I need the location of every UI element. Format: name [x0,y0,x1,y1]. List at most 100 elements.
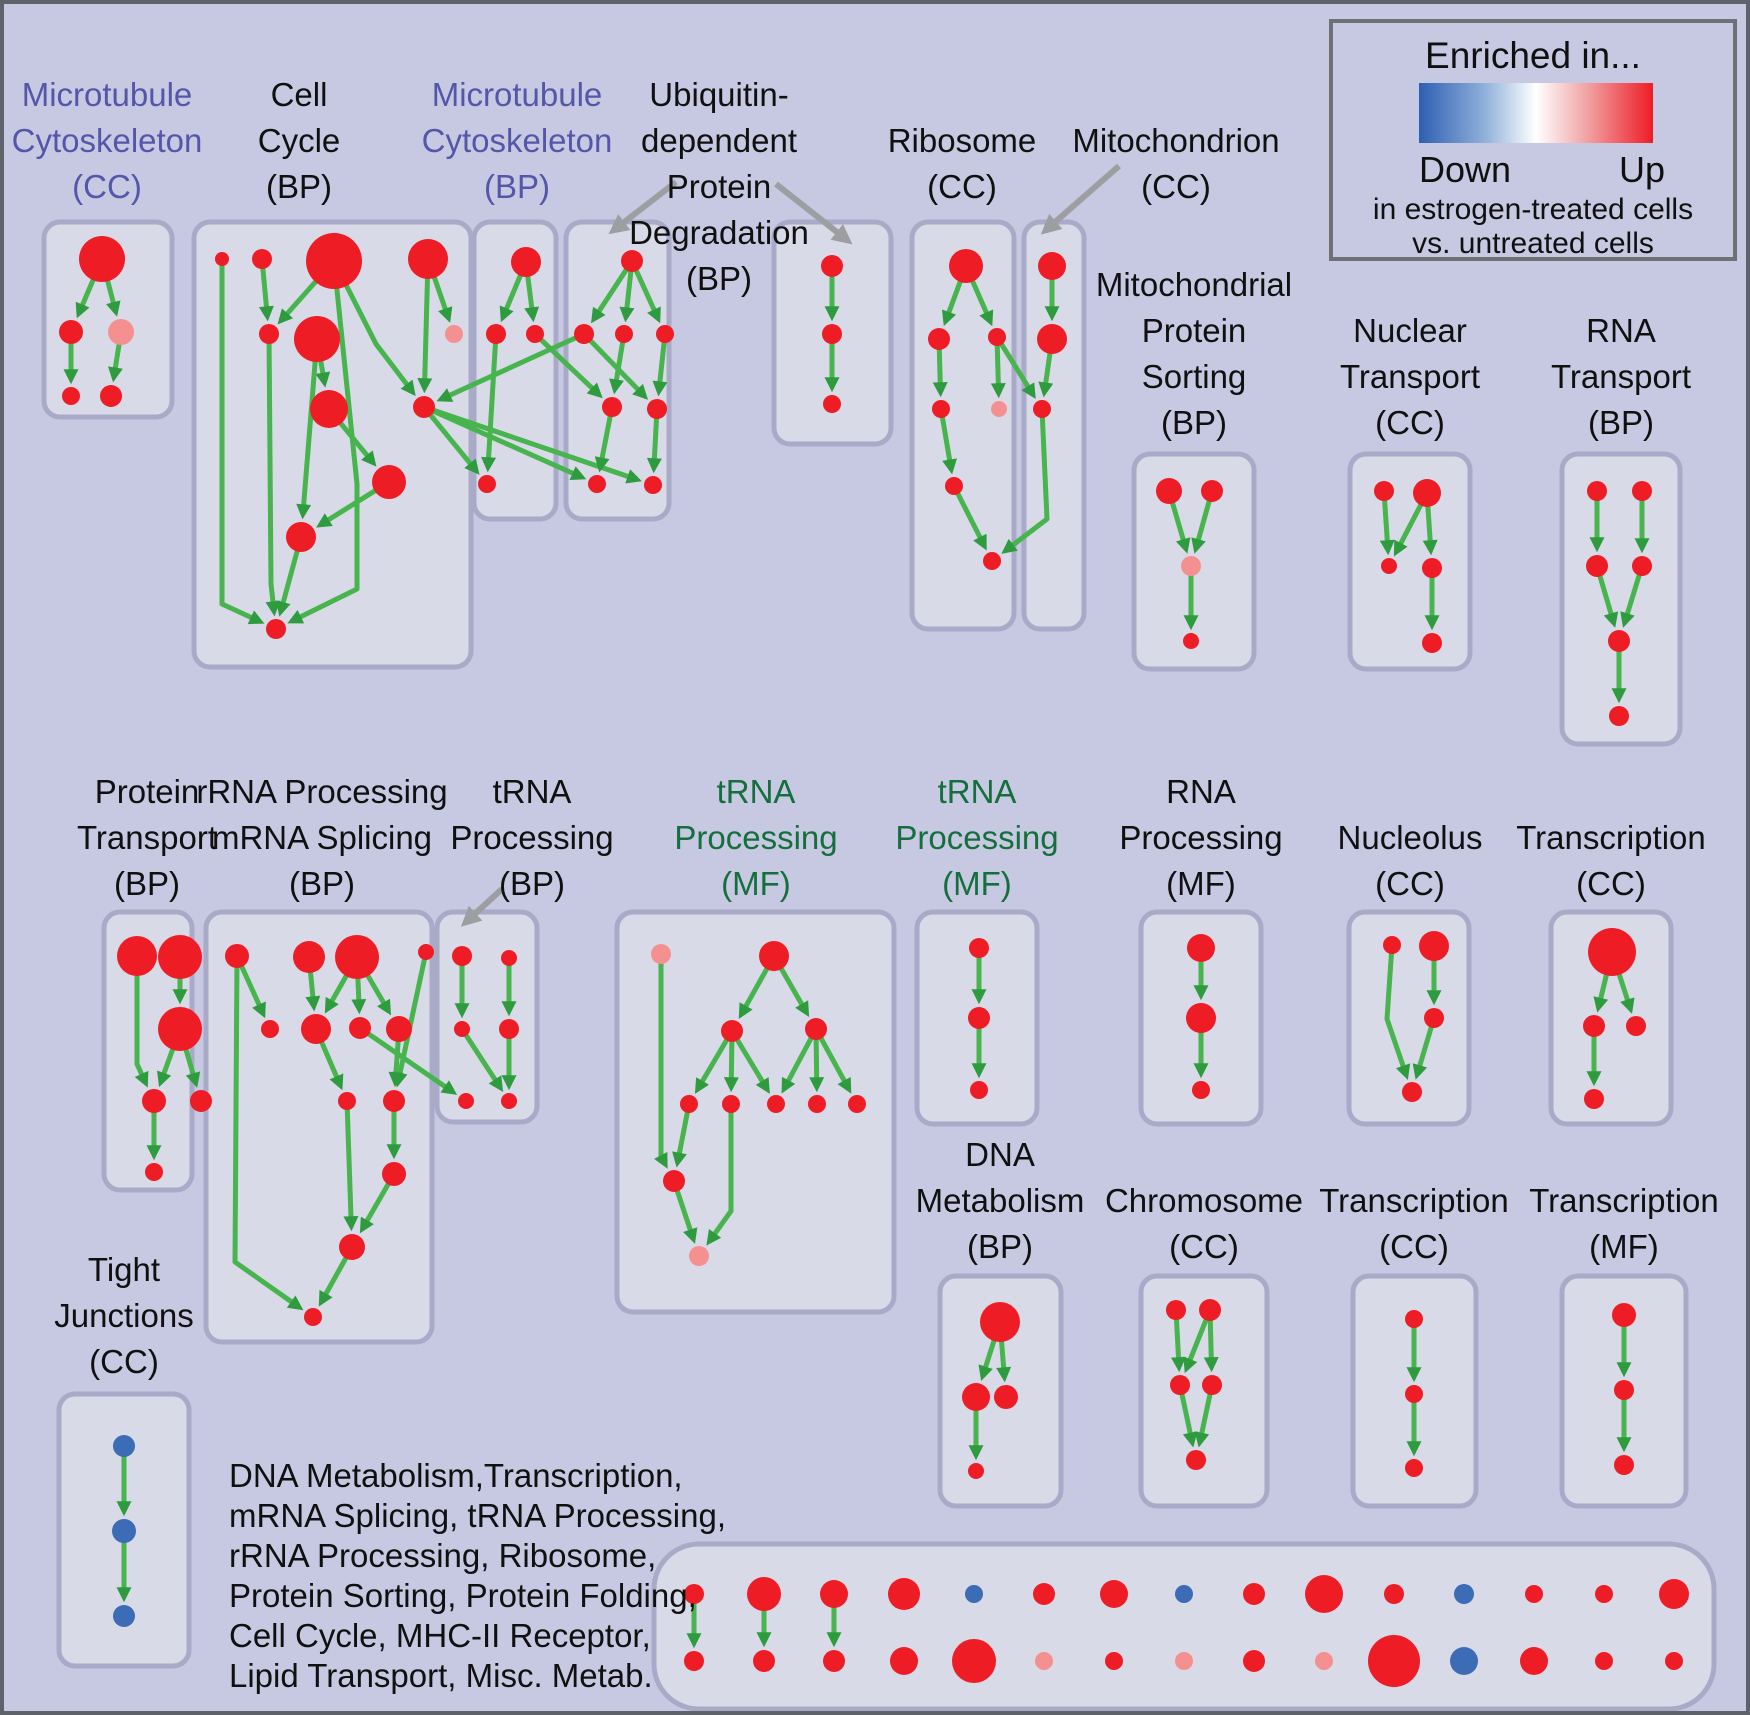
graph-node-mb4 [952,1639,996,1683]
graph-node-mt4 [478,475,496,493]
graph-node-ma0 [684,1584,704,1604]
graph-node-tj3 [113,1605,135,1627]
graph-node-tm10 [663,1170,685,1192]
cluster-box-nucleolus [1346,909,1472,1127]
cluster-box-protein-transport [101,909,195,1193]
graph-node-rb5 [991,401,1007,417]
graph-node-rt4 [1632,556,1652,576]
graph-node-tm5 [680,1095,698,1113]
cluster-box-microtubule-cc [41,219,175,420]
legend-subtitle-2: vs. untreated cells [1412,227,1654,260]
edge-ub3-ub5 [609,333,627,395]
graph-node-mb5 [1035,1652,1053,1670]
graph-node-q3 [1192,1081,1210,1099]
graph-node-q2 [1186,1003,1216,1033]
cluster-box-rna-transport [1559,451,1683,747]
graph-node-ma9 [1305,1575,1343,1613]
graph-node-mc1 [79,236,125,282]
graph-node-ub6 [647,399,667,419]
graph-node-nu3 [1424,1008,1444,1028]
graph-node-ub7 [588,475,606,493]
graph-node-rr5 [261,1020,279,1038]
edge-rb3-mi3 [994,335,1036,400]
edge-ub1-ub2 [591,259,635,324]
graph-node-ch3 [1170,1375,1190,1395]
graph-node-tn3 [970,1081,988,1099]
graph-node-cc4 [408,239,448,279]
legend-down-label: Down [1419,149,1512,190]
graph-node-nu1 [1383,936,1401,954]
edge-cc3-cc12 [287,260,360,624]
graph-node-rb6 [945,477,963,495]
graph-node-cc6 [294,316,340,362]
graph-node-mc4 [62,387,80,405]
graph-node-nt2 [1413,479,1441,507]
edge-rb4-rb6 [938,408,957,475]
edge-rb6-rb7 [951,484,987,551]
graph-node-rr8 [386,1016,412,1042]
graph-node-mb1 [753,1650,775,1672]
edge-nu1-nu4 [1384,944,1411,1080]
graph-node-rr12 [339,1234,365,1260]
graph-node-ma14 [1659,1579,1689,1609]
graph-node-tb1 [452,946,472,966]
graph-node-rt5 [1608,630,1630,652]
graph-node-ty1 [1612,1303,1636,1327]
graph-node-tm2 [759,941,789,971]
edge-cc1-cc12 [219,259,265,625]
graph-node-rr9 [338,1092,356,1110]
graph-node-rr11 [382,1162,406,1186]
graph-node-ma11 [1454,1584,1474,1604]
legend-subtitle-1: in estrogen-treated cells [1372,193,1694,226]
graph-node-tm7 [767,1095,785,1113]
graph-node-tc3 [1626,1016,1646,1036]
graph-node-rt1 [1587,481,1607,501]
graph-node-ms3 [1181,556,1201,576]
graph-node-tj1 [113,1435,135,1457]
graph-node-pt4 [142,1089,166,1113]
graph-node-ch2 [1199,1299,1221,1321]
edge-cc8-ub7 [422,404,587,480]
graph-node-ub2 [574,324,594,344]
cluster-box-misc [651,1541,1717,1711]
graph-node-ma2 [820,1580,848,1608]
edge-rb3-rb5 [990,336,1006,399]
graph-node-mb14 [1665,1652,1683,1670]
graph-node-cc10 [372,465,406,499]
graph-node-mb6 [1105,1652,1123,1670]
graph-node-cc12 [266,619,286,639]
graph-node-nt5 [1422,633,1442,653]
graph-node-rr2 [293,941,325,973]
graph-node-mb11 [1450,1647,1478,1675]
graph-node-tm3 [721,1020,743,1042]
edge-tm3-tm5 [694,1029,735,1094]
edge-pt1-pt4 [134,956,149,1088]
graph-node-nu4 [1402,1082,1422,1102]
graph-node-cc5 [259,324,279,344]
graph-node-rt2 [1632,481,1652,501]
graph-node-pt3 [158,1007,202,1051]
graph-node-rb2 [928,328,950,350]
edge-mi3-rb7 [1001,408,1050,554]
cluster-box-nuclear-transport [1347,451,1473,672]
graph-node-pt6 [145,1163,163,1181]
ubiquitin-right-arrow [774,181,853,245]
graph-node-mb3 [890,1647,918,1675]
network-svg [41,163,1717,1711]
graph-node-ub5 [602,397,622,417]
legend-title: Enriched in... [1425,35,1641,76]
graph-node-ma6 [1100,1580,1128,1608]
graph-node-mt3 [526,325,544,343]
graph-node-ud2 [822,324,842,344]
graph-node-ty2 [1614,1380,1634,1400]
graph-node-ma12 [1525,1585,1543,1603]
edge-tm5-tm10 [672,1103,692,1168]
graph-node-rb7 [983,552,1001,570]
graph-node-tc2 [1583,1015,1605,1037]
graph-node-mc3 [108,319,134,345]
graph-node-mb0 [684,1651,704,1671]
edge-mt2-mt4 [481,333,499,473]
graph-node-nu2 [1419,931,1449,961]
graph-node-ud3 [823,395,841,413]
